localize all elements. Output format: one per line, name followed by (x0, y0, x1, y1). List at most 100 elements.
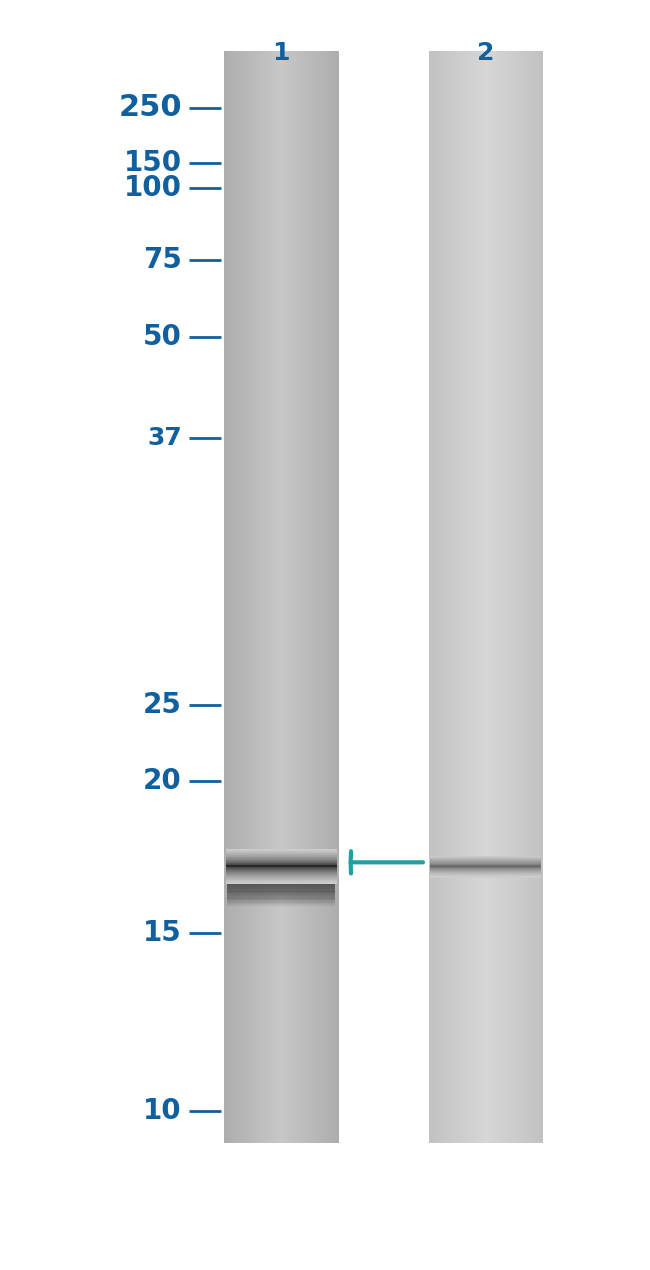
Bar (443, 51, 445, 1143)
Bar (311, 51, 313, 1143)
Bar (313, 51, 315, 1143)
Bar (321, 51, 323, 1143)
Bar (527, 51, 529, 1143)
Bar (226, 867, 337, 870)
Bar (430, 872, 541, 874)
Text: 15: 15 (143, 919, 182, 947)
Bar (248, 51, 250, 1143)
Bar (483, 51, 485, 1143)
Bar (226, 878, 337, 880)
Bar (226, 879, 337, 880)
Bar (278, 51, 280, 1143)
Bar (528, 51, 530, 1143)
Bar (297, 51, 299, 1143)
Bar (227, 904, 335, 907)
Bar (446, 51, 448, 1143)
Bar (491, 51, 493, 1143)
Bar (285, 51, 287, 1143)
Bar (226, 857, 337, 860)
Bar (486, 51, 488, 1143)
Bar (332, 51, 334, 1143)
Bar (306, 51, 307, 1143)
Bar (226, 51, 227, 1143)
Bar (226, 871, 337, 872)
Bar (226, 880, 337, 881)
Bar (227, 900, 335, 903)
Bar (504, 51, 506, 1143)
Bar (294, 51, 296, 1143)
Bar (226, 865, 337, 867)
Bar (473, 51, 475, 1143)
Bar (226, 862, 337, 865)
Bar (227, 895, 335, 897)
Bar (227, 903, 335, 906)
Bar (489, 51, 491, 1143)
Bar (227, 885, 335, 886)
Bar (320, 51, 322, 1143)
Bar (295, 51, 298, 1143)
Bar (226, 869, 337, 870)
Bar (250, 51, 252, 1143)
Bar (226, 870, 337, 872)
Bar (537, 51, 539, 1143)
Bar (227, 890, 335, 892)
Bar (272, 51, 275, 1143)
Bar (226, 856, 337, 859)
Bar (226, 874, 337, 876)
Bar (226, 859, 337, 860)
Text: 25: 25 (143, 691, 182, 719)
Bar (441, 51, 443, 1143)
Bar (226, 880, 337, 883)
Bar (430, 872, 541, 875)
Bar (226, 876, 337, 878)
Bar (227, 883, 335, 885)
Bar (430, 866, 541, 867)
Bar (227, 888, 335, 889)
Bar (474, 51, 476, 1143)
Bar (304, 51, 306, 1143)
Bar (234, 51, 237, 1143)
Bar (430, 51, 432, 1143)
Bar (231, 51, 233, 1143)
Bar (530, 51, 532, 1143)
Bar (226, 862, 337, 864)
Bar (227, 902, 335, 903)
Bar (507, 51, 510, 1143)
Text: 37: 37 (148, 427, 182, 450)
Bar (226, 852, 337, 855)
Bar (462, 51, 464, 1143)
Bar (477, 51, 480, 1143)
Bar (227, 898, 335, 899)
Bar (525, 51, 527, 1143)
Bar (508, 51, 511, 1143)
Bar (434, 51, 436, 1143)
Bar (430, 862, 541, 865)
Bar (430, 876, 541, 878)
Bar (229, 51, 231, 1143)
Bar (430, 860, 541, 861)
Bar (506, 51, 508, 1143)
Bar (520, 51, 522, 1143)
Bar (490, 51, 492, 1143)
Bar (301, 51, 303, 1143)
Bar (274, 51, 276, 1143)
Bar (226, 870, 337, 871)
Bar (226, 855, 337, 857)
Bar (430, 859, 541, 860)
Bar (430, 857, 541, 859)
Bar (324, 51, 326, 1143)
Bar (227, 892, 335, 894)
Bar (227, 903, 335, 904)
Bar (430, 866, 541, 869)
Bar (227, 904, 335, 906)
Bar (227, 889, 335, 892)
Bar (227, 886, 335, 888)
Bar (227, 902, 335, 904)
Bar (315, 51, 317, 1143)
Bar (430, 865, 541, 866)
Bar (430, 861, 541, 862)
Text: 2: 2 (477, 41, 494, 65)
Bar (328, 51, 330, 1143)
Bar (445, 51, 447, 1143)
Bar (227, 906, 335, 907)
